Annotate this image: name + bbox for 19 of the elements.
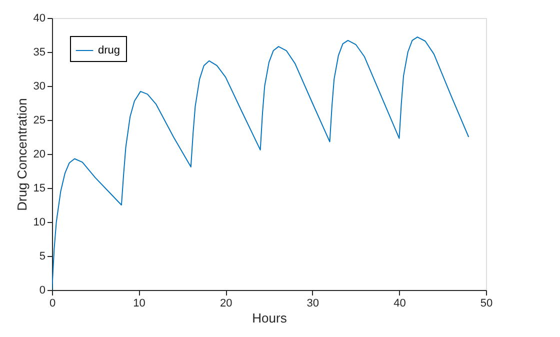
- y-tick-label: 15: [33, 182, 46, 194]
- y-tick-label: 20: [33, 148, 46, 160]
- y-tick-label: 10: [33, 216, 46, 228]
- y-tick-label: 40: [33, 12, 46, 24]
- x-tick-label: 10: [133, 298, 146, 310]
- x-tick-label: 20: [220, 298, 232, 310]
- x-axis-title: Hours: [252, 310, 288, 326]
- legend-label: drug: [98, 44, 120, 56]
- y-tick-label: 5: [39, 250, 46, 262]
- y-tick-label: 30: [33, 80, 46, 92]
- x-tick-label: 0: [49, 298, 56, 310]
- y-axis-title: Drug Concentration: [14, 98, 30, 211]
- x-tick-label: 50: [480, 298, 493, 310]
- x-tick-label: 30: [306, 298, 320, 310]
- x-tick-label: 40: [394, 298, 406, 310]
- y-tick-label: 0: [39, 284, 46, 296]
- y-tick-label: 35: [33, 46, 46, 58]
- y-tick-label: 25: [33, 114, 46, 126]
- line-series: [52, 36, 470, 290]
